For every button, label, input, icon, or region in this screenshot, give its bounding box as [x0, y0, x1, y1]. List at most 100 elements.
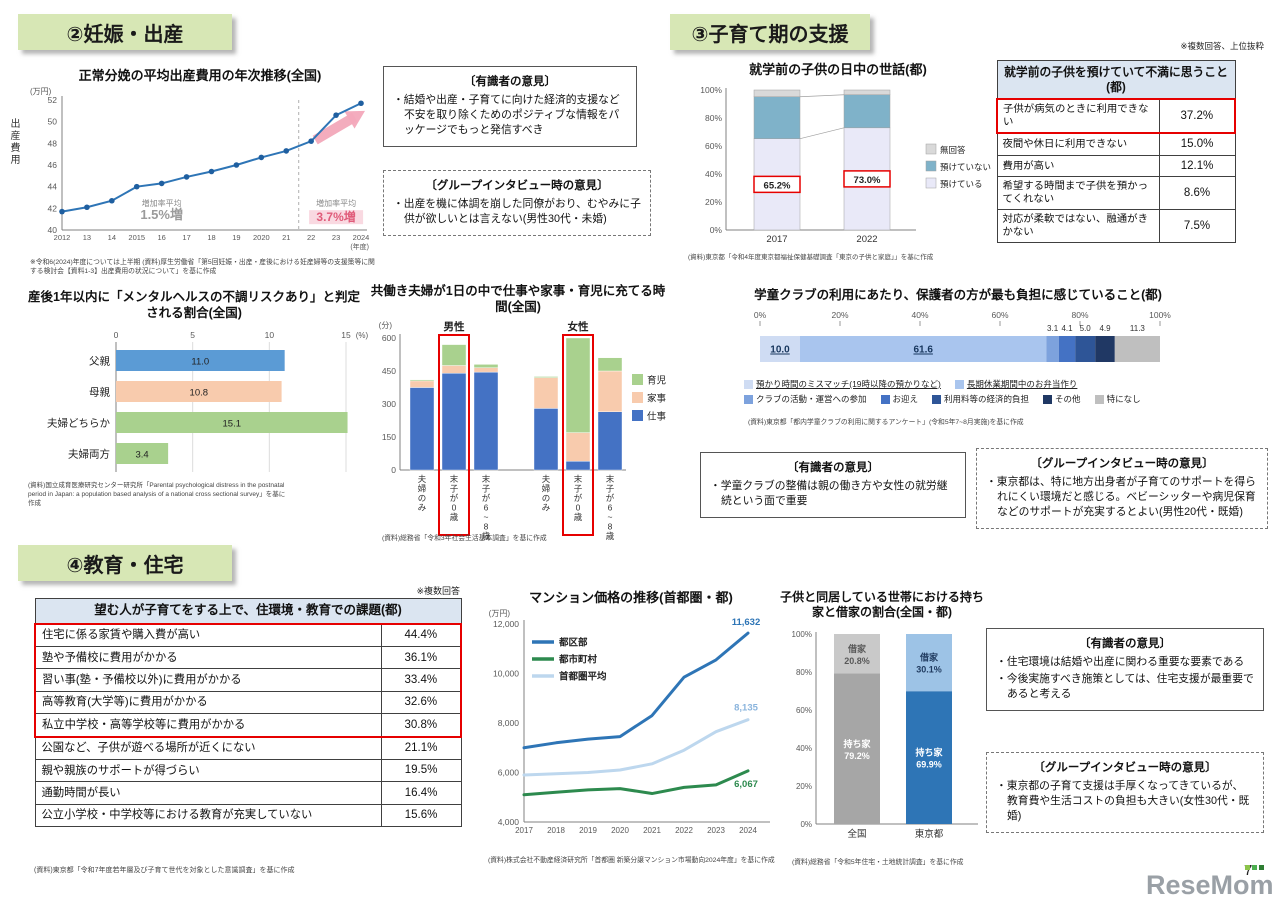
legend-swatch: [744, 379, 753, 389]
row-value: 15.0%: [1158, 132, 1236, 156]
logo-text: ReseMom: [1146, 870, 1274, 900]
complaints-table: 就学前の子供を預けていて不満に思うこと(都) 子供が病気のときに利用できない 37…: [996, 60, 1237, 244]
svg-text:22: 22: [307, 233, 315, 242]
table-row: 高等教育(大学等)に費用がかかる 32.6%: [34, 690, 463, 715]
row-label: 子供が病気のときに利用できない: [996, 98, 1160, 135]
section-header-childcare-support: ③子育て期の支援: [670, 14, 870, 50]
svg-text:母親: 母親: [89, 386, 110, 399]
legend-item: 利用料等の経済的負担: [932, 393, 1029, 405]
opinion-box-title: 〔グループインタビュー時の意見〕: [1033, 762, 1217, 774]
svg-text:2024: 2024: [739, 826, 757, 835]
svg-text:(%): (%): [356, 331, 369, 340]
row-value: 15.6%: [380, 803, 462, 828]
table-row: 対応が柔軟ではない、融通がきかない 7.5%: [996, 209, 1236, 244]
svg-text:2018: 2018: [547, 826, 565, 835]
svg-text:16: 16: [157, 233, 165, 242]
row-label: 塾や予備校に費用がかかる: [34, 645, 382, 670]
svg-text:10: 10: [265, 330, 275, 340]
svg-text:(分): (分): [379, 321, 393, 330]
svg-text:44: 44: [48, 182, 58, 192]
svg-text:2019: 2019: [579, 826, 597, 835]
opinion-box-title: 〔有識者の意見〕: [1079, 638, 1171, 650]
row-value: 36.1%: [380, 645, 463, 670]
svg-text:20%: 20%: [831, 310, 848, 320]
svg-text:600: 600: [382, 333, 396, 343]
svg-text:4.1: 4.1: [1061, 324, 1073, 333]
legend-item: クラブの活動・運営への参加: [744, 393, 867, 405]
issues-table-source-note: (資料)東京都「令和7年度若年層及び子育て世代を対象とした意識調査」を基に作成: [34, 867, 295, 874]
svg-text:2020: 2020: [253, 233, 270, 242]
row-value: 30.8%: [380, 713, 463, 738]
gakudo-chart-title: 学童クラブの利用にあたり、保護者の方が最も負担に感じていること(都): [754, 288, 1162, 302]
row-label: 高等教育(大学等)に費用がかかる: [34, 690, 382, 715]
svg-text:65.2%: 65.2%: [764, 180, 791, 191]
svg-text:仕事: 仕事: [647, 411, 667, 423]
legend-swatch: [880, 394, 890, 404]
svg-text:夫婦のみ: 夫婦のみ: [542, 474, 551, 513]
svg-text:40: 40: [48, 225, 58, 235]
svg-text:0%: 0%: [710, 225, 723, 235]
svg-text:40%: 40%: [705, 169, 722, 179]
svg-text:5.0: 5.0: [1080, 324, 1092, 333]
issues-table: 望む人が子育てをする上で、住環境・教育での課題(都) 住宅に係る家賃や購入費が高…: [34, 597, 463, 828]
svg-text:持ち家: 持ち家: [915, 747, 943, 758]
legend-swatch: [1094, 394, 1104, 404]
mansion-price-line-chart: (万円) 4,000 6,000 8,000 10,000 12,000 2017 2018 2…: [489, 609, 770, 835]
svg-text:増加率平均: 増加率平均: [142, 198, 182, 208]
svg-text:60%: 60%: [991, 310, 1008, 320]
svg-text:6,067: 6,067: [734, 779, 758, 790]
svg-text:夫婦どちらか: 夫婦どちらか: [47, 418, 110, 430]
svg-text:450: 450: [382, 366, 396, 376]
svg-text:0: 0: [114, 330, 119, 340]
svg-text:21: 21: [282, 233, 290, 242]
time-use-source-note: (資料)総務省「令和3年社会生活基本調査」を基に作成: [382, 535, 547, 542]
group-interview-box-1: 〔グループインタビュー時の意見〕 ・出産を機に体調を崩した同僚がおり、むやみに子…: [383, 170, 651, 237]
mental-health-bar-chart: 0 5 10 15 (%) 父親 11.0 母親 10.8 夫婦どちらか 15.1 夫婦両方 3.4: [47, 330, 369, 472]
opinion-text: ・結婚や出産・子育てに向けた経済的支援など不安を取り除くためのポジティブな情報を…: [393, 94, 620, 137]
table-row: 子供が病気のときに利用できない 37.2%: [996, 98, 1237, 135]
svg-text:100%: 100%: [700, 85, 722, 95]
section-header-education-housing: ④教育・住宅: [18, 545, 232, 581]
gakudo-stacked-bar-chart: 0% 20% 40% 60% 80% 100% 10.0 61.6 3.1 4.1 5.0 4.9 11…: [754, 310, 1171, 362]
svg-text:3.4: 3.4: [135, 450, 148, 461]
svg-text:60%: 60%: [796, 706, 812, 715]
row-value: 37.2%: [1158, 98, 1237, 135]
page-number: 7: [1244, 862, 1253, 879]
svg-text:2023: 2023: [707, 826, 725, 835]
row-value: 21.1%: [380, 736, 462, 760]
svg-text:都市町村: 都市町村: [558, 654, 598, 666]
svg-text:女性: 女性: [568, 320, 589, 333]
svg-text:全国: 全国: [847, 828, 866, 840]
svg-text:11,632: 11,632: [732, 617, 761, 628]
gakudo-source-note: (資料)東京都「都内学童クラブの利用に関するアンケート」(令和5年7~8月実施)…: [748, 419, 1024, 426]
table-row: 公園など、子供が遊べる場所が近くにない 21.1%: [34, 736, 462, 760]
svg-text:8,000: 8,000: [498, 718, 520, 728]
group-interview-box-2: 〔グループインタビュー時の意見〕 ・東京都は、特に地方出身者が子育てのサポートを…: [976, 448, 1268, 530]
table-row: 夜間や休日に利用できない 15.0%: [996, 132, 1236, 156]
birth-cost-chart-title: 正常分娩の平均出産費用の年次推移(全国): [78, 68, 322, 83]
svg-text:(万円): (万円): [489, 609, 511, 618]
svg-text:17: 17: [182, 233, 190, 242]
row-label: 親や親族のサポートが得づらい: [34, 758, 382, 783]
legend-swatch: [1043, 394, 1053, 404]
svg-text:40%: 40%: [911, 310, 928, 320]
svg-text:首都圏平均: 首都圏平均: [559, 671, 607, 683]
section-header-pregnancy-birth: ②妊娠・出産: [18, 14, 232, 50]
row-label: 公園など、子供が遊べる場所が近くにない: [34, 736, 382, 760]
issues-table-title: 望む人が子育てをする上で、住環境・教育での課題(都): [34, 597, 462, 625]
svg-text:46: 46: [48, 160, 58, 170]
table-row: 費用が高い 12.1%: [996, 154, 1236, 178]
legend-swatch: [744, 394, 753, 404]
svg-text:8,135: 8,135: [734, 703, 758, 714]
svg-text:11.0: 11.0: [191, 357, 209, 368]
row-value: 12.1%: [1158, 154, 1236, 178]
svg-text:20%: 20%: [705, 197, 722, 207]
svg-text:30.1%: 30.1%: [916, 665, 942, 675]
svg-text:6,000: 6,000: [498, 768, 520, 778]
row-value: 19.5%: [380, 758, 462, 783]
svg-text:50: 50: [48, 117, 58, 127]
svg-text:20%: 20%: [796, 782, 812, 791]
birth-cost-line-chart: 40 42 44 46 48 50 52(万円) 2012 13 14 2015 16 17 18 19 20…: [30, 87, 369, 251]
